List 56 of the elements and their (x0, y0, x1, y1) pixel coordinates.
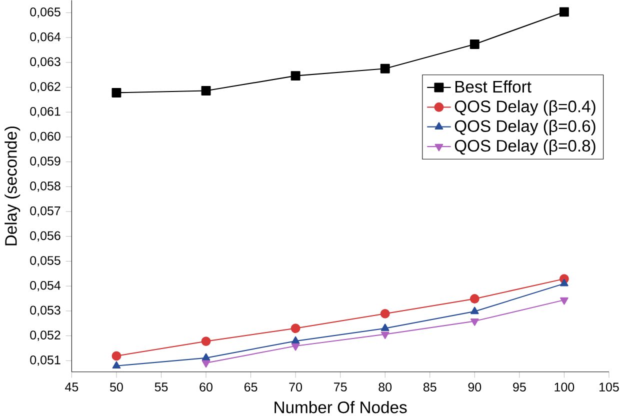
point (291, 343, 300, 351)
y-tick-label: 0,062 (30, 82, 60, 92)
y-tick-label: 0,052 (30, 330, 60, 342)
point (112, 351, 122, 361)
x-tick-label: 75 (334, 382, 347, 392)
y-tick-label: 0,051 (30, 356, 60, 366)
y-tick-label: 0,053 (30, 306, 60, 316)
x-tick-label: 85 (423, 382, 436, 392)
legend-label: QOS Delay (β=0.6) (454, 120, 596, 136)
x-tick-label: 50 (110, 382, 123, 392)
point (470, 40, 480, 50)
point (202, 353, 210, 361)
y-tick-label: 0,065 (30, 8, 60, 18)
legend-label: Best Effort (455, 80, 532, 93)
point (380, 309, 390, 318)
point (560, 297, 568, 305)
x-tick-label: 65 (244, 382, 258, 392)
x-tick-label: 95 (513, 382, 526, 392)
y-tick-label: 0,056 (30, 231, 60, 242)
point (112, 88, 122, 98)
x-tick-label: 105 (600, 382, 619, 392)
x-tick-label: 100 (554, 382, 574, 392)
point (380, 332, 390, 340)
point (290, 324, 300, 334)
y-tick-label: 0,061 (30, 107, 60, 118)
point (112, 361, 121, 369)
legend-label: QOS Delay (β=0.4) (454, 100, 596, 116)
x-tick-label: 55 (154, 382, 168, 392)
y-tick-label: 0,057 (30, 206, 60, 217)
point (201, 336, 211, 346)
point (291, 336, 300, 344)
y-tick-label: 0,055 (30, 256, 60, 266)
x-axis-title: Number Of Nodes (274, 401, 407, 414)
point (380, 324, 390, 332)
point (290, 71, 300, 81)
y-tick-label: 0,064 (30, 32, 61, 43)
point (201, 86, 211, 96)
x-tick-label: 70 (289, 382, 302, 392)
y-tick-label: 0,060 (30, 132, 60, 142)
point (560, 278, 568, 286)
y-tick-label: 0,063 (30, 57, 60, 68)
x-tick-label: 60 (200, 382, 212, 392)
y-axis-title: Delay (seconde) (4, 126, 20, 246)
y-tick-label: 0,058 (30, 182, 60, 192)
point (470, 294, 480, 304)
point (470, 318, 479, 326)
point (559, 7, 569, 17)
y-tick-label: 0,059 (30, 156, 60, 168)
point (380, 64, 390, 74)
point (470, 306, 479, 314)
point (202, 360, 210, 368)
legend-label: QOS Delay (β=0.8) (454, 140, 596, 156)
x-tick-label: 45 (65, 382, 78, 392)
x-tick-label: 90 (468, 382, 482, 392)
y-tick-label: 0,054 (30, 281, 61, 292)
x-tick-label: 80 (378, 382, 392, 392)
